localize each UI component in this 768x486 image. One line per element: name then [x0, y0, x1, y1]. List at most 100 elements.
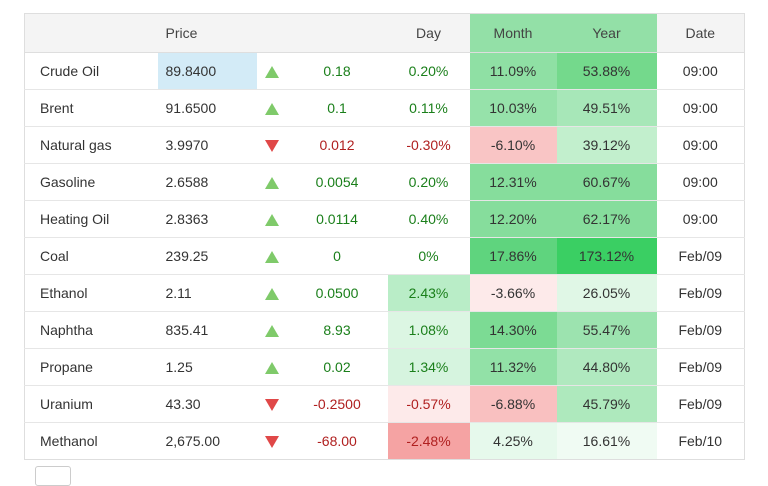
header-name [24, 13, 158, 53]
commodity-name[interactable]: Heating Oil [24, 200, 158, 238]
commodity-name[interactable]: Gasoline [24, 163, 158, 201]
direction-cell [256, 89, 287, 127]
header-month[interactable]: Month [469, 13, 557, 53]
change-value: 0.02 [286, 348, 388, 386]
arrow-up-icon [264, 288, 279, 301]
date-value: 09:00 [656, 200, 745, 238]
header-day[interactable]: Day [387, 13, 470, 53]
table-row[interactable]: Crude Oil 89.8400 0.18 0.20% 11.09% 53.88% 09:… [24, 52, 745, 90]
change-value: 0.012 [286, 126, 388, 164]
arrow-up-icon [264, 362, 279, 375]
change-value: 0.0054 [286, 163, 388, 201]
header-date[interactable]: Date [656, 13, 745, 53]
header-year[interactable]: Year [556, 13, 657, 53]
date-value: 09:00 [656, 52, 745, 90]
month-change: -3.66% [469, 274, 557, 312]
month-change: 17.86% [469, 237, 557, 275]
month-change: 12.20% [469, 200, 557, 238]
arrow-up-icon [264, 177, 279, 190]
arrow-up-icon [264, 251, 279, 264]
date-value: Feb/09 [656, 237, 745, 275]
day-change: 0.40% [387, 200, 470, 238]
year-change: 49.51% [556, 89, 657, 127]
year-change: 44.80% [556, 348, 657, 386]
table-row[interactable]: Brent 91.6500 0.1 0.11% 10.03% 49.51% 09:00 [24, 89, 745, 127]
commodity-name[interactable]: Uranium [24, 385, 158, 423]
direction-cell [256, 126, 287, 164]
month-change: 14.30% [469, 311, 557, 349]
arrow-up-icon [264, 66, 279, 79]
table-row[interactable]: Ethanol 2.11 0.0500 2.43% -3.66% 26.05% Feb/09 [24, 274, 745, 312]
direction-cell [256, 385, 287, 423]
direction-cell [256, 311, 287, 349]
commodity-price: 239.25 [157, 237, 257, 275]
table-row[interactable]: Natural gas 3.9970 0.012 -0.30% -6.10% 39.12%… [24, 126, 745, 164]
commodity-price: 835.41 [157, 311, 257, 349]
day-change: 0.11% [387, 89, 470, 127]
month-change: 12.31% [469, 163, 557, 201]
date-value: 09:00 [656, 163, 745, 201]
year-change: 62.17% [556, 200, 657, 238]
month-change: 11.32% [469, 348, 557, 386]
table-row[interactable]: Propane 1.25 0.02 1.34% 11.32% 44.80% Feb/09 [24, 348, 745, 386]
month-change: 11.09% [469, 52, 557, 90]
day-change: 0% [387, 237, 470, 275]
date-value: Feb/09 [656, 311, 745, 349]
table-row[interactable]: Uranium 43.30 -0.2500 -0.57% -6.88% 45.79% Feb… [24, 385, 745, 423]
commodity-price: 2.11 [157, 274, 257, 312]
day-change: -0.30% [387, 126, 470, 164]
table-row[interactable]: Heating Oil 2.8363 0.0114 0.40% 12.20% 62.17%… [24, 200, 745, 238]
date-value: 09:00 [656, 89, 745, 127]
day-change: 2.43% [387, 274, 470, 312]
commodity-name[interactable]: Crude Oil [24, 52, 158, 90]
commodity-name[interactable]: Brent [24, 89, 158, 127]
header-arrow [256, 13, 287, 53]
change-value: 0.18 [286, 52, 388, 90]
commodity-name[interactable]: Propane [24, 348, 158, 386]
commodity-name[interactable]: Coal [24, 237, 158, 275]
commodity-name[interactable]: Methanol [24, 422, 158, 460]
commodities-table-container: Price Day Month Year Date Crude Oil 89.84… [24, 13, 745, 460]
commodity-price: 3.9970 [157, 126, 257, 164]
year-change: 55.47% [556, 311, 657, 349]
table-row[interactable]: Naphtha 835.41 8.93 1.08% 14.30% 55.47% Feb/09 [24, 311, 745, 349]
commodity-price: 43.30 [157, 385, 257, 423]
commodity-name[interactable]: Natural gas [24, 126, 158, 164]
date-value: 09:00 [656, 126, 745, 164]
table-row[interactable]: Coal 239.25 0 0% 17.86% 173.12% Feb/09 [24, 237, 745, 275]
direction-cell [256, 274, 287, 312]
direction-cell [256, 163, 287, 201]
commodity-name[interactable]: Ethanol [24, 274, 158, 312]
commodities-table: Price Day Month Year Date Crude Oil 89.84… [24, 13, 745, 460]
day-change: 0.20% [387, 163, 470, 201]
year-change: 16.61% [556, 422, 657, 460]
change-value: 0 [286, 237, 388, 275]
day-change: 1.08% [387, 311, 470, 349]
commodity-price: 2,675.00 [157, 422, 257, 460]
table-footer-button[interactable] [35, 466, 71, 486]
month-change: 4.25% [469, 422, 557, 460]
arrow-down-icon [264, 436, 279, 449]
year-change: 45.79% [556, 385, 657, 423]
date-value: Feb/09 [656, 385, 745, 423]
day-change: -2.48% [387, 422, 470, 460]
year-change: 39.12% [556, 126, 657, 164]
header-price[interactable]: Price [157, 13, 257, 53]
commodity-price: 2.8363 [157, 200, 257, 238]
table-row[interactable]: Gasoline 2.6588 0.0054 0.20% 12.31% 60.67% 09:… [24, 163, 745, 201]
table-header-row: Price Day Month Year Date [24, 13, 745, 53]
day-change: 0.20% [387, 52, 470, 90]
commodity-price: 2.6588 [157, 163, 257, 201]
year-change: 53.88% [556, 52, 657, 90]
commodity-name[interactable]: Naphtha [24, 311, 158, 349]
arrow-up-icon [264, 103, 279, 116]
direction-cell [256, 237, 287, 275]
direction-cell [256, 348, 287, 386]
date-value: Feb/10 [656, 422, 745, 460]
commodity-price: 89.8400 [157, 52, 257, 90]
table-row[interactable]: Methanol 2,675.00 -68.00 -2.48% 4.25% 16.61% F… [24, 422, 745, 460]
change-value: 8.93 [286, 311, 388, 349]
direction-cell [256, 52, 287, 90]
header-change [286, 13, 388, 53]
commodity-price: 1.25 [157, 348, 257, 386]
